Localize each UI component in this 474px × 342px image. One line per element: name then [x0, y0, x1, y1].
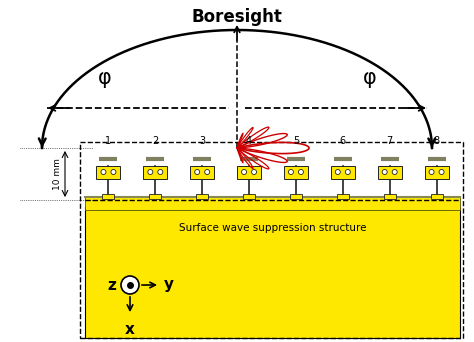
Circle shape — [148, 170, 153, 174]
Text: x: x — [125, 322, 135, 337]
Bar — [196, 194, 208, 198]
Text: 8: 8 — [434, 136, 439, 146]
Circle shape — [439, 170, 444, 174]
Bar — [85, 197, 460, 210]
Bar — [425, 166, 448, 179]
Circle shape — [335, 170, 340, 174]
Bar — [383, 194, 396, 198]
Text: φ: φ — [363, 68, 377, 88]
Circle shape — [101, 170, 106, 174]
Text: 10 mm: 10 mm — [53, 158, 62, 190]
Text: Boresight: Boresight — [191, 8, 283, 26]
Bar — [337, 194, 349, 198]
Text: 3: 3 — [199, 136, 205, 146]
Bar — [149, 194, 161, 198]
Text: y: y — [164, 277, 174, 292]
Circle shape — [382, 170, 387, 174]
Bar — [290, 194, 302, 198]
Text: φ: φ — [98, 68, 112, 88]
Text: 7: 7 — [387, 136, 393, 146]
Circle shape — [121, 276, 139, 294]
Circle shape — [252, 170, 256, 174]
Text: 1: 1 — [105, 136, 111, 146]
Circle shape — [158, 170, 163, 174]
Circle shape — [346, 170, 350, 174]
Bar — [143, 166, 167, 179]
Bar — [243, 194, 255, 198]
Bar — [85, 207, 460, 338]
Bar — [80, 142, 463, 338]
Bar — [190, 166, 214, 179]
Bar — [430, 194, 443, 198]
Text: 5: 5 — [293, 136, 299, 146]
Circle shape — [195, 170, 200, 174]
Circle shape — [111, 170, 116, 174]
Text: 4: 4 — [246, 136, 252, 146]
Circle shape — [242, 170, 246, 174]
Bar — [378, 166, 401, 179]
Bar — [102, 194, 114, 198]
Bar — [284, 166, 308, 179]
Circle shape — [289, 170, 293, 174]
Text: 2: 2 — [152, 136, 158, 146]
Circle shape — [299, 170, 303, 174]
Circle shape — [429, 170, 434, 174]
Text: Surface wave suppression structure: Surface wave suppression structure — [179, 223, 366, 233]
Text: z: z — [107, 277, 116, 292]
Bar — [331, 166, 355, 179]
Text: 6: 6 — [340, 136, 346, 146]
Circle shape — [205, 170, 210, 174]
Circle shape — [392, 170, 397, 174]
Bar — [96, 166, 120, 179]
Bar — [237, 166, 261, 179]
